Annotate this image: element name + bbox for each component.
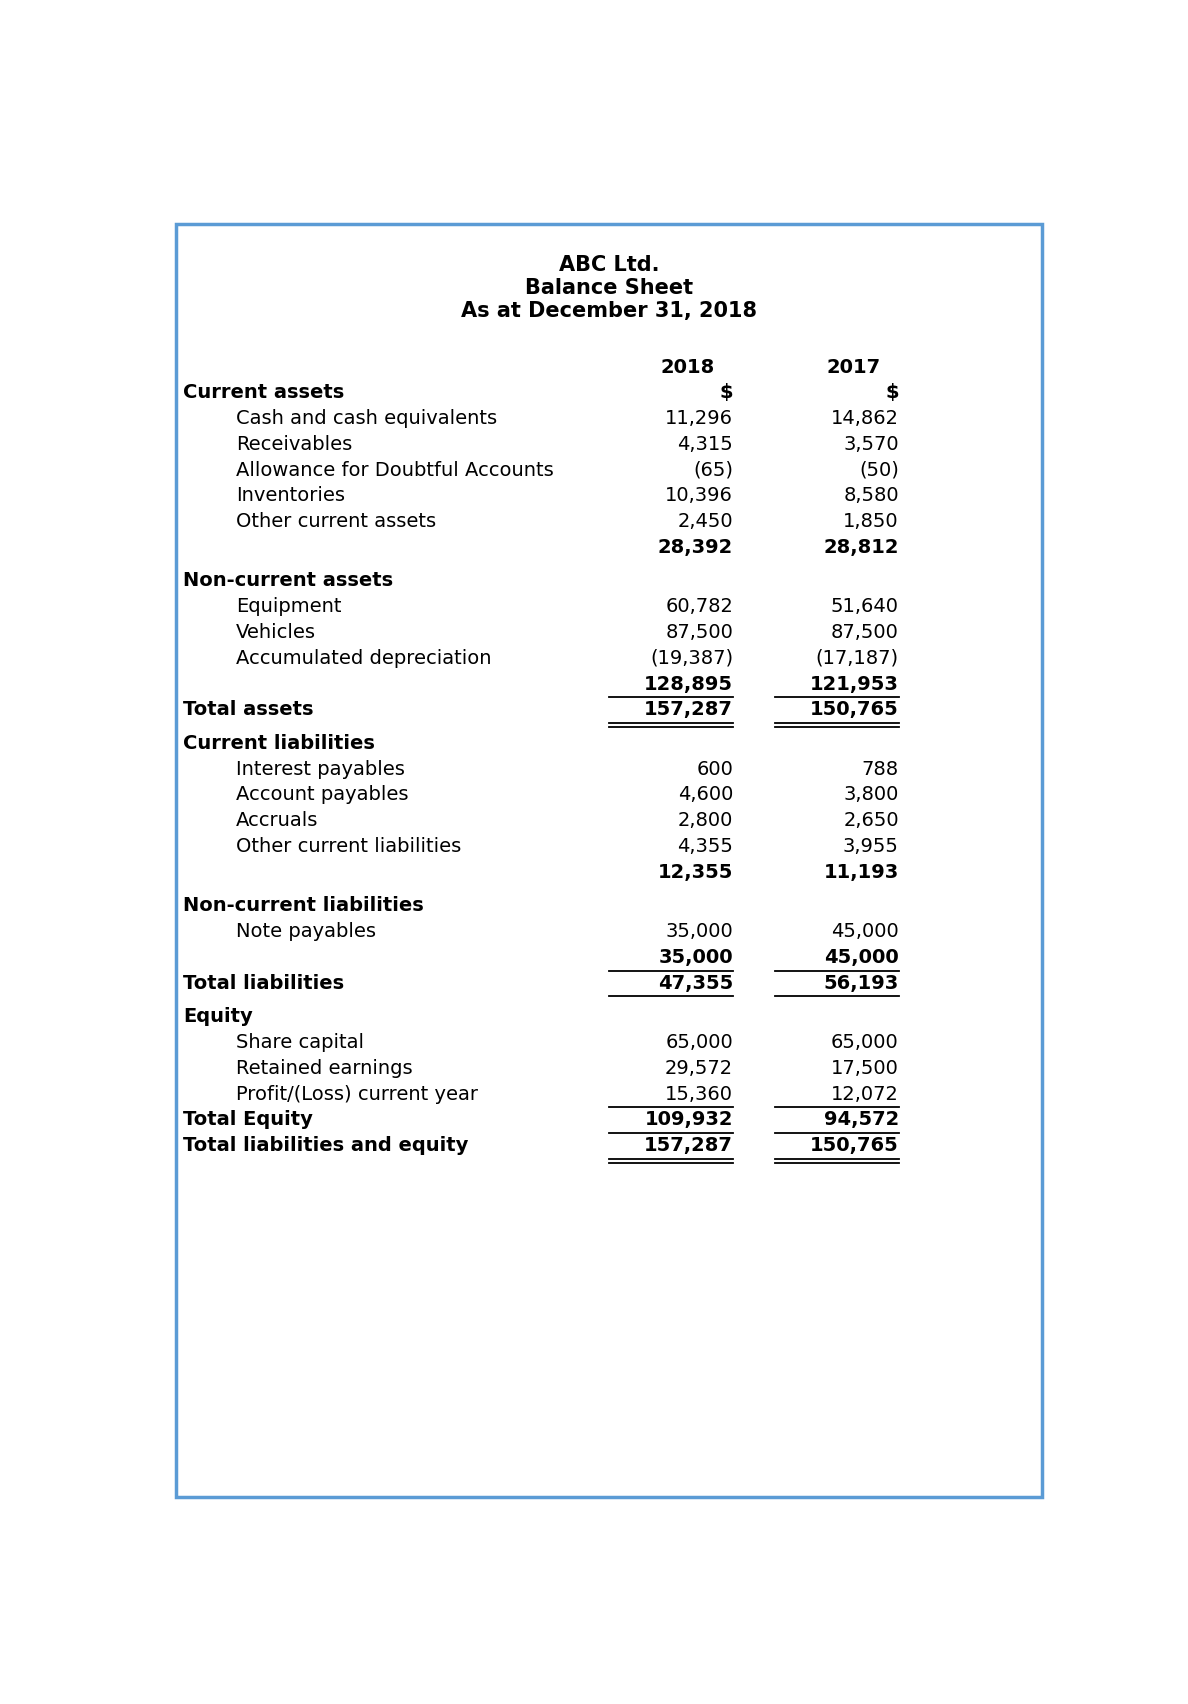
Text: 121,953: 121,953: [810, 675, 899, 694]
Text: Equipment: Equipment: [236, 596, 341, 617]
Text: 12,072: 12,072: [830, 1084, 899, 1104]
Text: Share capital: Share capital: [236, 1033, 364, 1051]
Text: $: $: [885, 383, 899, 402]
Text: 47,355: 47,355: [658, 973, 733, 993]
Text: Account payables: Account payables: [236, 786, 409, 804]
Text: Accruals: Accruals: [236, 811, 318, 830]
Text: Allowance for Doubtful Accounts: Allowance for Doubtful Accounts: [236, 460, 554, 479]
Text: 150,765: 150,765: [810, 1137, 899, 1155]
Text: 65,000: 65,000: [832, 1033, 899, 1051]
Text: 788: 788: [861, 760, 899, 779]
Text: Accumulated depreciation: Accumulated depreciation: [236, 649, 492, 668]
Text: 87,500: 87,500: [830, 624, 899, 642]
Text: 157,287: 157,287: [644, 1137, 733, 1155]
Text: 56,193: 56,193: [823, 973, 899, 993]
Text: Other current liabilities: Other current liabilities: [236, 837, 461, 855]
Text: 60,782: 60,782: [665, 596, 733, 617]
Text: 3,800: 3,800: [843, 786, 899, 804]
Text: 45,000: 45,000: [832, 922, 899, 941]
Text: 94,572: 94,572: [823, 1111, 899, 1130]
Text: Total assets: Total assets: [183, 700, 314, 719]
Text: Equity: Equity: [183, 1007, 253, 1026]
Text: 28,392: 28,392: [658, 538, 733, 557]
Text: 1,850: 1,850: [843, 513, 899, 532]
Text: 35,000: 35,000: [658, 947, 733, 966]
Text: (65): (65): [693, 460, 733, 479]
Text: 157,287: 157,287: [644, 700, 733, 719]
Text: 87,500: 87,500: [665, 624, 733, 642]
Text: (50): (50): [859, 460, 899, 479]
Text: 2018: 2018: [661, 358, 715, 378]
Text: 12,355: 12,355: [658, 862, 733, 883]
Text: Total liabilities: Total liabilities: [183, 973, 345, 993]
Text: 10,396: 10,396: [665, 486, 733, 506]
Text: Cash and cash equivalents: Cash and cash equivalents: [236, 409, 497, 428]
Text: 8,580: 8,580: [843, 486, 899, 506]
Text: 4,355: 4,355: [677, 837, 733, 855]
Text: 29,572: 29,572: [665, 1058, 733, 1079]
Text: 11,296: 11,296: [665, 409, 733, 428]
Text: 150,765: 150,765: [810, 700, 899, 719]
Text: Interest payables: Interest payables: [236, 760, 405, 779]
Text: $: $: [720, 383, 733, 402]
Text: 28,812: 28,812: [823, 538, 899, 557]
Text: Profit/(Loss) current year: Profit/(Loss) current year: [236, 1084, 478, 1104]
Text: Balance Sheet: Balance Sheet: [525, 278, 693, 298]
Text: Total Equity: Total Equity: [183, 1111, 314, 1130]
Text: 2,650: 2,650: [843, 811, 899, 830]
Text: Retained earnings: Retained earnings: [236, 1058, 412, 1079]
Text: 35,000: 35,000: [665, 922, 733, 941]
Text: 3,955: 3,955: [843, 837, 899, 855]
Text: Other current assets: Other current assets: [236, 513, 436, 532]
Text: Inventories: Inventories: [236, 486, 345, 506]
Text: 600: 600: [696, 760, 733, 779]
Text: ABC Ltd.: ABC Ltd.: [558, 254, 659, 274]
Text: 17,500: 17,500: [830, 1058, 899, 1079]
Text: Current liabilities: Current liabilities: [183, 734, 375, 753]
Text: 65,000: 65,000: [665, 1033, 733, 1051]
Text: Receivables: Receivables: [236, 435, 352, 453]
Text: 51,640: 51,640: [830, 596, 899, 617]
Text: 45,000: 45,000: [824, 947, 899, 966]
Text: Vehicles: Vehicles: [236, 624, 316, 642]
Text: 4,315: 4,315: [677, 435, 733, 453]
Text: 4,600: 4,600: [678, 786, 733, 804]
Text: 109,932: 109,932: [645, 1111, 733, 1130]
Text: 2,800: 2,800: [678, 811, 733, 830]
Text: 14,862: 14,862: [830, 409, 899, 428]
Text: (19,387): (19,387): [650, 649, 733, 668]
Text: Non-current assets: Non-current assets: [183, 571, 393, 590]
Text: 15,360: 15,360: [665, 1084, 733, 1104]
Text: 3,570: 3,570: [843, 435, 899, 453]
Text: 11,193: 11,193: [823, 862, 899, 883]
Text: 2,450: 2,450: [677, 513, 733, 532]
Text: Non-current liabilities: Non-current liabilities: [183, 896, 424, 915]
Text: (17,187): (17,187): [816, 649, 899, 668]
Text: Current assets: Current assets: [183, 383, 345, 402]
Text: 128,895: 128,895: [644, 675, 733, 694]
Text: Total liabilities and equity: Total liabilities and equity: [183, 1137, 469, 1155]
Text: Note payables: Note payables: [236, 922, 375, 941]
Text: As at December 31, 2018: As at December 31, 2018: [461, 300, 757, 320]
Text: 2017: 2017: [827, 358, 880, 378]
